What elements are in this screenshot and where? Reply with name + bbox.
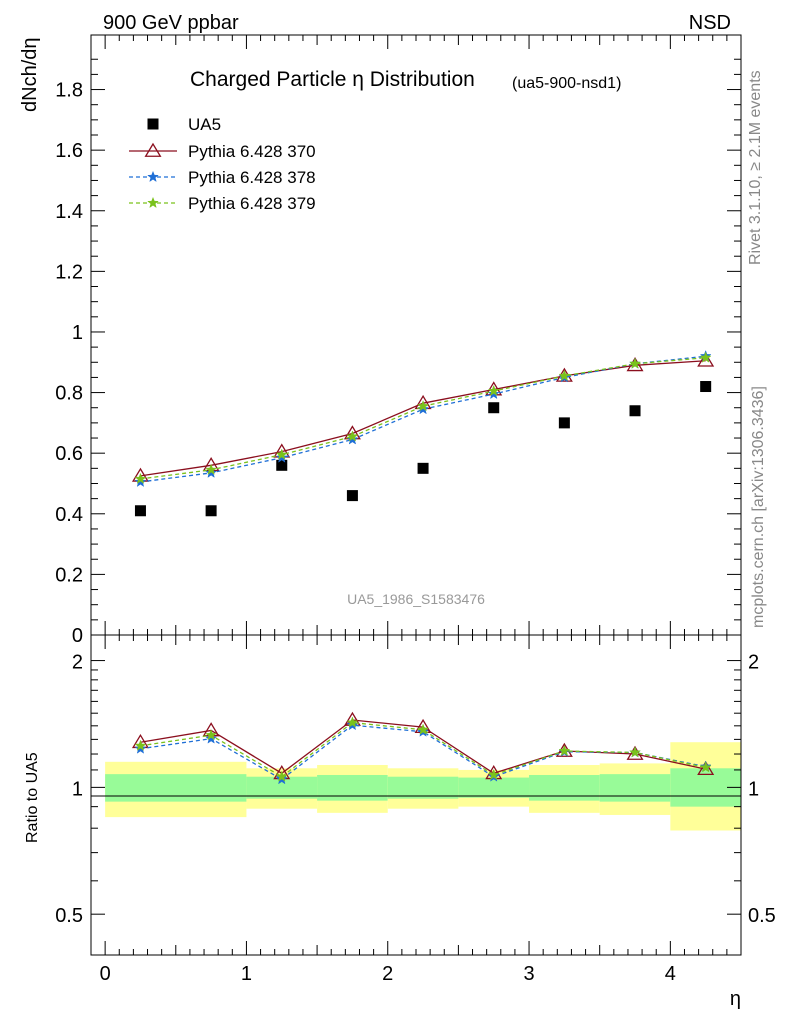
uncertainty-band-green (246, 776, 318, 799)
data-point-square (205, 505, 217, 517)
process-label: NSD (689, 12, 731, 34)
main-y-tick-label: 1.2 (55, 261, 83, 283)
legend-item: Pythia 6.428 378 (129, 168, 316, 187)
data-point-square (488, 402, 500, 414)
legend-swatch-star (147, 170, 159, 183)
data-point-star (558, 369, 571, 381)
analysis-watermark: UA5_1986_S1583476 (347, 591, 485, 607)
legend-label: UA5 (188, 115, 221, 134)
series-3 (134, 351, 712, 484)
ratio-point-star (629, 746, 641, 758)
mcplots-note: mcplots.cern.ch [arXiv:1306.3436] (750, 386, 767, 628)
uncertainty-bands (105, 742, 741, 831)
legend-label: Pythia 6.428 378 (188, 168, 316, 187)
ratio-series-2 (134, 716, 712, 782)
data-point-square (134, 505, 146, 517)
ratio-point-star (487, 768, 500, 781)
main-series-layer (131, 349, 715, 517)
ratio-point-star (417, 723, 429, 735)
main-y-tick-label: 1.8 (55, 80, 83, 102)
x-axis-label: η (730, 988, 741, 1010)
legend-swatch-star (147, 196, 159, 209)
ratio-y-tick-label: 0.5 (55, 905, 83, 927)
legend-swatch-triangle (144, 142, 162, 157)
uncertainty-band-green (105, 774, 247, 802)
ratio-axis-ticks: 0.5 0.5 1 1 2 2 0 1 2 3 4 (55, 635, 776, 985)
data-point-square (629, 405, 641, 417)
data-point-square (558, 417, 570, 429)
main-y-tick-label: 0.8 (55, 383, 83, 405)
legend-label: Pythia 6.428 379 (188, 194, 316, 213)
data-point-star (205, 463, 218, 475)
x-tick-label: 3 (523, 963, 534, 985)
data-point-star (699, 351, 712, 363)
x-tick-label: 4 (665, 963, 676, 985)
chart-title: Charged Particle η Distribution (190, 68, 475, 91)
uncertainty-band-green (387, 776, 459, 799)
uncertainty-band-green (317, 774, 388, 801)
main-y-tick-label: 0 (72, 625, 83, 647)
ratio-point-star (205, 728, 218, 741)
legend-item: Pythia 6.428 370 (129, 142, 316, 161)
x-tick-label: 2 (382, 963, 393, 985)
energy-label: 900 GeV ppbar (103, 12, 239, 34)
uncertainty-band-green (458, 777, 530, 798)
ratio-point-star (346, 716, 359, 728)
ratio-y-axis-label: Ratio to UA5 (24, 752, 41, 843)
series-line (140, 357, 706, 480)
series-line (140, 360, 706, 477)
data-point-star (134, 472, 147, 484)
data-point-star (417, 399, 429, 412)
uncertainty-band-green (529, 774, 600, 801)
ratio-series-layer (131, 711, 715, 785)
data-point-star (629, 357, 641, 369)
main-y-tick-label: 0.6 (55, 443, 83, 465)
ratio-y-tick-label-right: 2 (748, 652, 759, 674)
legend-swatch-square (147, 118, 159, 130)
ratio-plot-panel: 0.5 0.5 1 1 2 2 0 1 2 3 4 Ratio to UA5 η (24, 634, 776, 1010)
main-y-tick-label: 1 (72, 322, 83, 344)
ratio-point-triangle (697, 760, 715, 776)
main-y-tick-label: 0.4 (55, 504, 83, 526)
legend-item: Pythia 6.428 379 (129, 194, 316, 213)
main-y-ticks: 0 0.2 0.4 0.6 0.8 1 1.2 1.4 1.6 1.8 (55, 35, 742, 647)
ratio-point-star (205, 732, 218, 744)
main-plot-panel: 0 0.2 0.4 0.6 0.8 1 1.2 1.4 1.6 1.8 Charged Parti… (19, 34, 742, 647)
ratio-point-star (275, 770, 288, 782)
main-y-tick-label: 1.6 (55, 140, 83, 162)
ratio-series-line (140, 721, 706, 778)
data-point-star (346, 430, 359, 442)
data-point-square (700, 381, 712, 393)
legend: UA5 Pythia 6.428 370 Pythia 6.428 378 Pythi… (129, 115, 316, 213)
x-tick-label: 1 (241, 963, 252, 985)
ratio-y-tick-label: 2 (72, 652, 83, 674)
main-y-tick-label: 1.4 (55, 201, 83, 223)
data-point-square (346, 490, 358, 502)
data-point-square (276, 459, 288, 471)
legend-label: Pythia 6.428 370 (188, 142, 316, 161)
ratio-point-star (699, 761, 712, 773)
main-y-tick-label: 0.2 (55, 564, 83, 586)
main-y-axis-label: dNch/dη (19, 38, 41, 113)
ratio-y-tick-label: 1 (72, 778, 83, 800)
chart-subtitle: (ua5-900-nsd1) (512, 75, 621, 92)
data-point-triangle (697, 352, 715, 367)
ratio-y-tick-label-right: 1 (748, 778, 759, 800)
data-point-square (417, 462, 429, 474)
ratio-y-tick-label-right: 0.5 (748, 905, 776, 927)
data-point-star (275, 448, 288, 460)
rivet-note: Rivet 3.1.10, ≥ 2.1M events (747, 70, 764, 265)
legend-item: UA5 (147, 115, 221, 134)
data-point-star (487, 384, 500, 397)
x-tick-label: 0 (100, 963, 111, 985)
series-0 (134, 381, 712, 517)
ratio-point-star (134, 739, 147, 751)
series-1 (131, 352, 715, 482)
ratio-point-star (558, 744, 571, 757)
uncertainty-band-green (599, 774, 671, 802)
